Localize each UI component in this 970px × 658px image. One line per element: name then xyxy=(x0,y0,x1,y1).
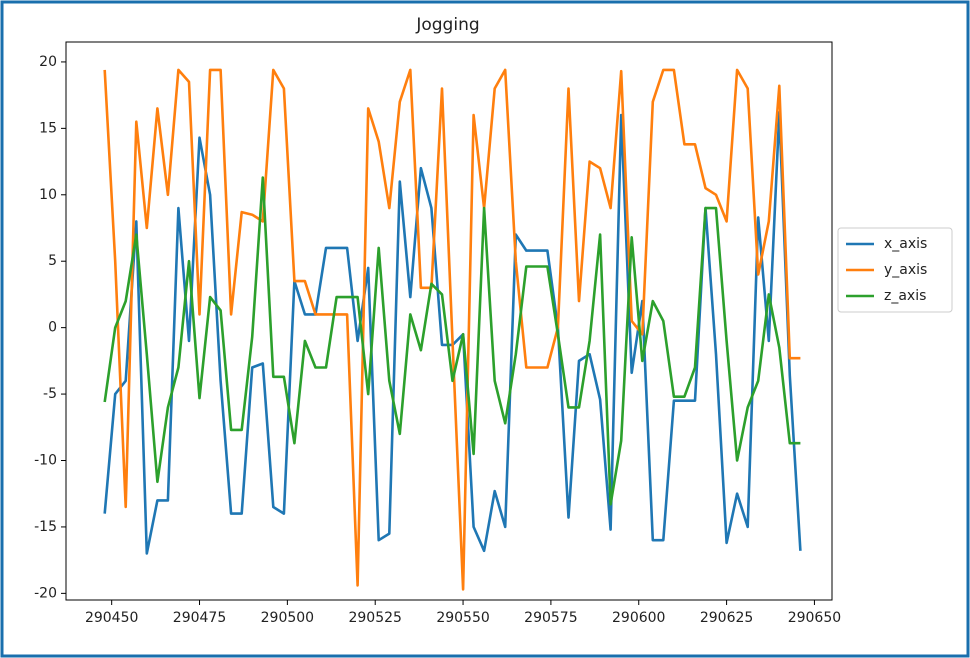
legend-box xyxy=(837,227,953,313)
y-tick-label: -10 xyxy=(34,453,57,469)
legend-label: z_axis xyxy=(884,288,926,304)
legend-label: y_axis xyxy=(884,262,927,278)
chart-title: Jogging xyxy=(415,15,479,35)
x-tick-label: 290625 xyxy=(700,610,753,626)
y-tick-label: 20 xyxy=(39,54,57,70)
x-tick-label: 290500 xyxy=(261,610,314,626)
x-tick-label: 290525 xyxy=(348,610,401,626)
legend-label: x_axis xyxy=(884,236,927,252)
x-tick-label: 290550 xyxy=(436,610,489,626)
x-tick-label: 290475 xyxy=(173,610,226,626)
x-tick-label: 290600 xyxy=(612,610,665,626)
x-tick-label: 290650 xyxy=(788,610,841,626)
y-tick-label: 10 xyxy=(39,187,57,203)
line-series xyxy=(103,176,801,506)
line-series xyxy=(103,68,801,591)
y-tick-label: 15 xyxy=(39,120,57,136)
y-tick-label: 5 xyxy=(48,253,57,269)
y-tick-label: -15 xyxy=(34,519,57,535)
y-tick-label: -20 xyxy=(34,585,57,601)
x-tick-label: 290575 xyxy=(524,610,577,626)
y-tick-label: -5 xyxy=(43,386,57,402)
plot-frame xyxy=(65,41,833,601)
y-tick-label: 0 xyxy=(48,320,57,336)
x-tick-label: 290450 xyxy=(85,610,138,626)
